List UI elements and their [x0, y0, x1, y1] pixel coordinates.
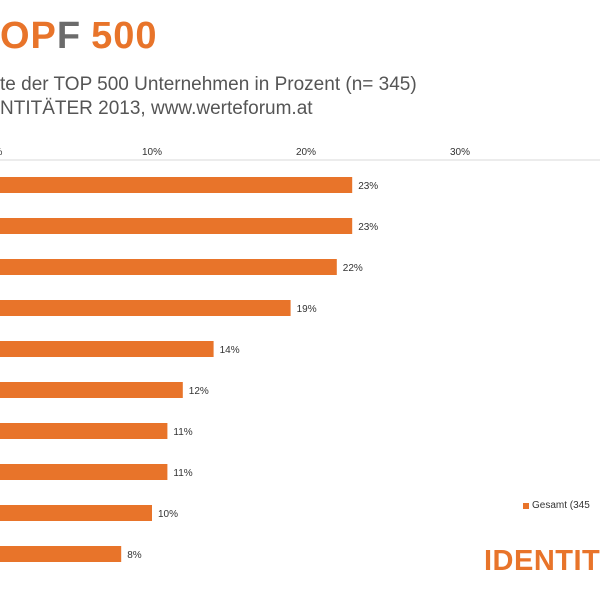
x-tick-label: 20% — [296, 147, 316, 158]
x-tick-label: 10% — [142, 147, 162, 158]
bar-data-label: 12% — [189, 386, 209, 397]
bar — [0, 341, 214, 357]
bar — [0, 382, 183, 398]
bar — [0, 464, 168, 480]
brand-title: OPF 500 — [0, 14, 158, 58]
bar-data-label: 23% — [358, 222, 378, 233]
bar-data-label: 8% — [127, 550, 142, 561]
chart-subtitle-line2: NTITÄTER 2013, www.werteforum.at — [0, 98, 313, 119]
bar — [0, 423, 168, 439]
bar-data-label: 11% — [173, 468, 192, 479]
bar — [0, 505, 152, 521]
identitaeter-logo: IDENTIT — [484, 545, 600, 577]
bar — [0, 259, 337, 275]
bar-data-label: 14% — [220, 345, 240, 356]
brand-title-part1: OP — [0, 15, 57, 57]
x-tick-label: % — [0, 147, 3, 158]
bar-data-label: 11% — [173, 427, 192, 438]
bar-data-label: 22% — [343, 263, 363, 274]
brand-title-part3: 500 — [91, 15, 158, 57]
chart-subtitle-line1: te der TOP 500 Unternehmen in Prozent (n… — [0, 74, 417, 95]
bar-data-label: 10% — [158, 509, 178, 520]
bar — [0, 177, 353, 193]
legend-label: Gesamt (345 — [532, 500, 590, 511]
bar — [0, 218, 353, 234]
brand-title-part2: F — [56, 15, 82, 57]
bar — [0, 300, 291, 316]
bar-data-label: 19% — [297, 304, 317, 315]
chart-legend: Gesamt (345 — [523, 500, 590, 511]
bar — [0, 546, 122, 562]
legend-swatch — [523, 502, 529, 509]
bar-chart: % 10% 20% 30% 23% 23% 22% 19% 14% 12% 11% 11% 10% 8% — [0, 147, 600, 562]
bar-data-label: 23% — [358, 181, 378, 192]
x-tick-label: 30% — [450, 147, 470, 158]
